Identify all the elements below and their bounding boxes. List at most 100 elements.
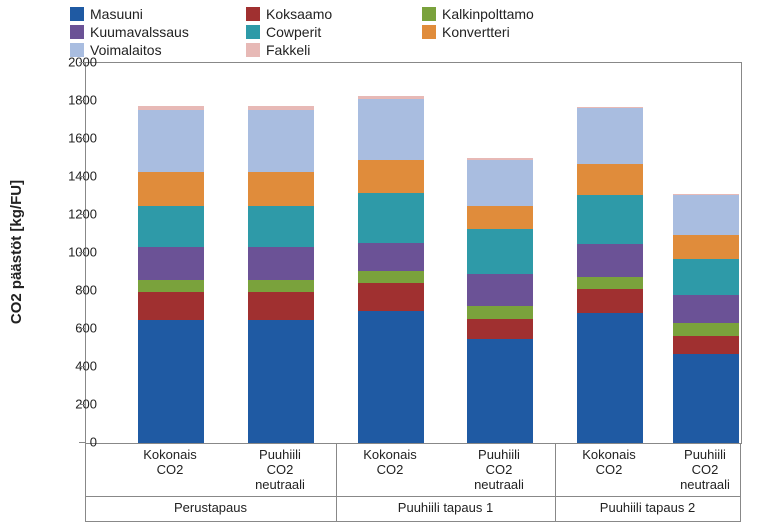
y-tick-mark: [79, 214, 85, 215]
bar-seg-kalkinpolttamo: [673, 323, 739, 335]
y-tick-label: 800: [47, 283, 97, 298]
bar-seg-cowperit: [577, 195, 643, 243]
legend-item-cowperit: Cowperit: [246, 24, 396, 40]
bar-seg-konvertteri: [138, 172, 204, 205]
bar-0: [138, 106, 204, 443]
bar-seg-kuumavalssaus: [248, 247, 314, 279]
x-group-label: Puuhiili tapaus 1: [336, 500, 555, 515]
bar-seg-kuumavalssaus: [138, 247, 204, 279]
x-group-label: Perustapaus: [85, 500, 336, 515]
bar-seg-konvertteri: [577, 164, 643, 195]
y-tick-label: 1200: [47, 207, 97, 222]
bar-1: [248, 106, 314, 443]
legend-item-fakkeli: Fakkeli: [246, 42, 396, 58]
x-category-label: KokonaisCO2: [340, 448, 440, 478]
bar-seg-cowperit: [467, 229, 533, 274]
bar-seg-kuumavalssaus: [358, 243, 424, 272]
bar-seg-masuuni: [248, 320, 314, 444]
bar-seg-konvertteri: [248, 172, 314, 205]
legend-swatch-fakkeli: [246, 43, 260, 57]
bar-seg-konvertteri: [467, 206, 533, 229]
bar-seg-kalkinpolttamo: [138, 280, 204, 292]
bar-seg-konvertteri: [358, 160, 424, 193]
legend-item-kalkinpolttamo: Kalkinpolttamo: [422, 6, 572, 22]
y-axis-label: CO2 päästöt [kg/FU]: [8, 180, 25, 324]
x-bottom-separator: [85, 521, 740, 522]
y-tick-mark: [79, 100, 85, 101]
x-category-label: KokonaisCO2: [120, 448, 220, 478]
bar-3: [467, 158, 533, 443]
legend-label-cowperit: Cowperit: [266, 24, 321, 40]
legend-label-voimalaitos: Voimalaitos: [90, 42, 162, 58]
x-category-label: PuuhiiliCO2neutraali: [449, 448, 549, 493]
y-tick-label: 1600: [47, 131, 97, 146]
y-tick-label: 1000: [47, 245, 97, 260]
y-tick-mark: [79, 138, 85, 139]
legend-swatch-kalkinpolttamo: [422, 7, 436, 21]
bar-seg-masuuni: [358, 311, 424, 443]
y-tick-mark: [79, 328, 85, 329]
bar-seg-cowperit: [673, 259, 739, 295]
bar-seg-kuumavalssaus: [467, 274, 533, 306]
x-group-separator: [740, 444, 741, 522]
y-tick-mark: [79, 290, 85, 291]
bar-seg-kuumavalssaus: [673, 295, 739, 324]
legend-item-kuumavalssaus: Kuumavalssaus: [70, 24, 220, 40]
y-tick-label: 0: [47, 435, 97, 450]
legend-label-kuumavalssaus: Kuumavalssaus: [90, 24, 189, 40]
bar-4: [577, 107, 643, 443]
bar-seg-kalkinpolttamo: [248, 280, 314, 292]
legend: Masuuni Koksaamo Kalkinpolttamo Kuumavalssa…: [0, 0, 773, 62]
bar-2: [358, 96, 424, 443]
bar-seg-masuuni: [673, 354, 739, 443]
legend-swatch-masuuni: [70, 7, 84, 21]
legend-item-koksaamo: Koksaamo: [246, 6, 396, 22]
y-tick-label: 400: [47, 359, 97, 374]
bar-seg-kuumavalssaus: [577, 244, 643, 277]
plot-area: [85, 62, 742, 444]
y-tick-mark: [79, 62, 85, 63]
bar-seg-koksaamo: [248, 292, 314, 320]
bar-seg-konvertteri: [673, 235, 739, 259]
y-tick-mark: [79, 252, 85, 253]
bar-seg-masuuni: [467, 339, 533, 443]
bar-seg-kalkinpolttamo: [358, 271, 424, 283]
bar-seg-voimalaitos: [673, 195, 739, 235]
bar-seg-cowperit: [248, 206, 314, 248]
bar-seg-masuuni: [577, 313, 643, 443]
y-tick-label: 1800: [47, 93, 97, 108]
legend-label-koksaamo: Koksaamo: [266, 6, 332, 22]
x-category-label: PuuhiiliCO2neutraali: [230, 448, 330, 493]
x-group-label: Puuhiili tapaus 2: [555, 500, 740, 515]
legend-swatch-kuumavalssaus: [70, 25, 84, 39]
y-tick-label: 200: [47, 397, 97, 412]
legend-item-konvertteri: Konvertteri: [422, 24, 572, 40]
legend-label-fakkeli: Fakkeli: [266, 42, 310, 58]
legend-label-kalkinpolttamo: Kalkinpolttamo: [442, 6, 534, 22]
bar-seg-kalkinpolttamo: [467, 306, 533, 318]
bar-seg-cowperit: [358, 193, 424, 242]
y-tick-label: 2000: [47, 55, 97, 70]
co2-stacked-bar-chart: { "chart": { "type": "stacked-bar", "wid…: [0, 0, 773, 526]
bar-seg-voimalaitos: [138, 110, 204, 173]
bar-seg-koksaamo: [358, 283, 424, 311]
y-tick-mark: [79, 442, 85, 443]
x-mid-separator: [85, 496, 740, 497]
bar-seg-koksaamo: [467, 319, 533, 340]
y-tick-mark: [79, 366, 85, 367]
bar-seg-voimalaitos: [577, 108, 643, 164]
bar-5: [673, 194, 739, 443]
y-tick-label: 1400: [47, 169, 97, 184]
bars-layer: [86, 63, 741, 443]
legend-swatch-konvertteri: [422, 25, 436, 39]
y-tick-mark: [79, 176, 85, 177]
x-category-label: KokonaisCO2: [559, 448, 659, 478]
legend-swatch-koksaamo: [246, 7, 260, 21]
legend-label-konvertteri: Konvertteri: [442, 24, 510, 40]
legend-label-masuuni: Masuuni: [90, 6, 143, 22]
bar-seg-koksaamo: [673, 336, 739, 354]
bar-seg-voimalaitos: [248, 110, 314, 173]
y-tick-label: 600: [47, 321, 97, 336]
bar-seg-koksaamo: [138, 292, 204, 320]
bar-seg-koksaamo: [577, 289, 643, 313]
